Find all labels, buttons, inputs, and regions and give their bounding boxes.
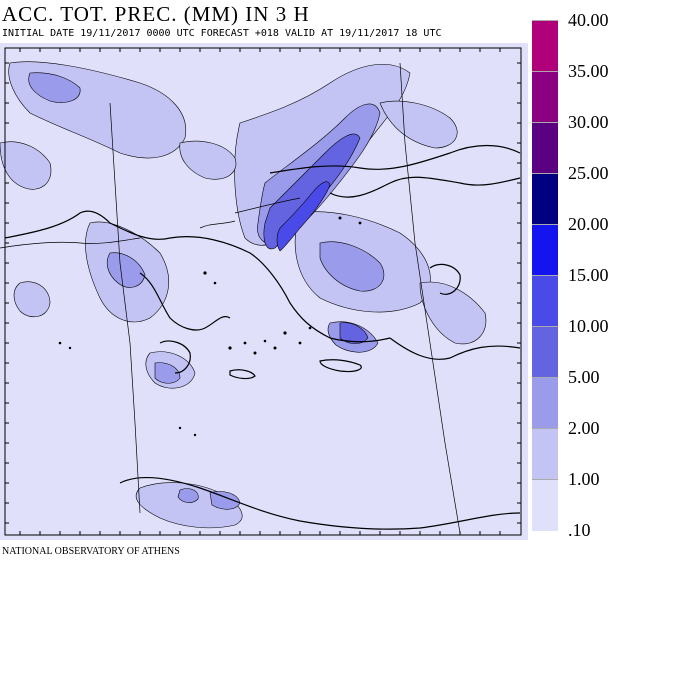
legend-label: 10.00 xyxy=(568,316,609,336)
legend-label: 25.00 xyxy=(568,163,609,183)
legend-swatch xyxy=(532,479,558,531)
islands xyxy=(58,216,362,437)
legend-label: 2.00 xyxy=(568,418,600,438)
legend-swatch xyxy=(532,71,558,123)
precip-very-heavy xyxy=(276,181,331,252)
chart-title: ACC. TOT. PREC. (MM) IN 3 H xyxy=(2,2,310,26)
legend-label: .10 xyxy=(568,520,591,540)
legend-label: 20.00 xyxy=(568,214,609,234)
run-info-subtitle: INITIAL DATE 19/11/2017 0000 UTC FORECAS… xyxy=(2,28,442,39)
map-border xyxy=(4,47,522,536)
legend-label: 15.00 xyxy=(568,265,609,285)
legend-swatch xyxy=(532,20,558,72)
legend-swatch xyxy=(532,122,558,174)
legend-swatch xyxy=(532,428,558,480)
legend-label: 40.00 xyxy=(568,10,609,30)
legend-swatch xyxy=(532,275,558,327)
legend-swatch xyxy=(532,377,558,429)
coastlines xyxy=(4,144,521,530)
legend-swatch xyxy=(532,326,558,378)
legend-label: 35.00 xyxy=(568,61,609,81)
legend-label: 30.00 xyxy=(568,112,609,132)
legend-label: 5.00 xyxy=(568,367,600,387)
legend-label: 1.00 xyxy=(568,469,600,489)
legend-swatch xyxy=(532,173,558,225)
credit-footer: NATIONAL OBSERVATORY OF ATHENS xyxy=(2,546,180,557)
political-borders xyxy=(0,62,461,534)
precipitation-map xyxy=(0,43,528,540)
legend-swatch xyxy=(532,224,558,276)
